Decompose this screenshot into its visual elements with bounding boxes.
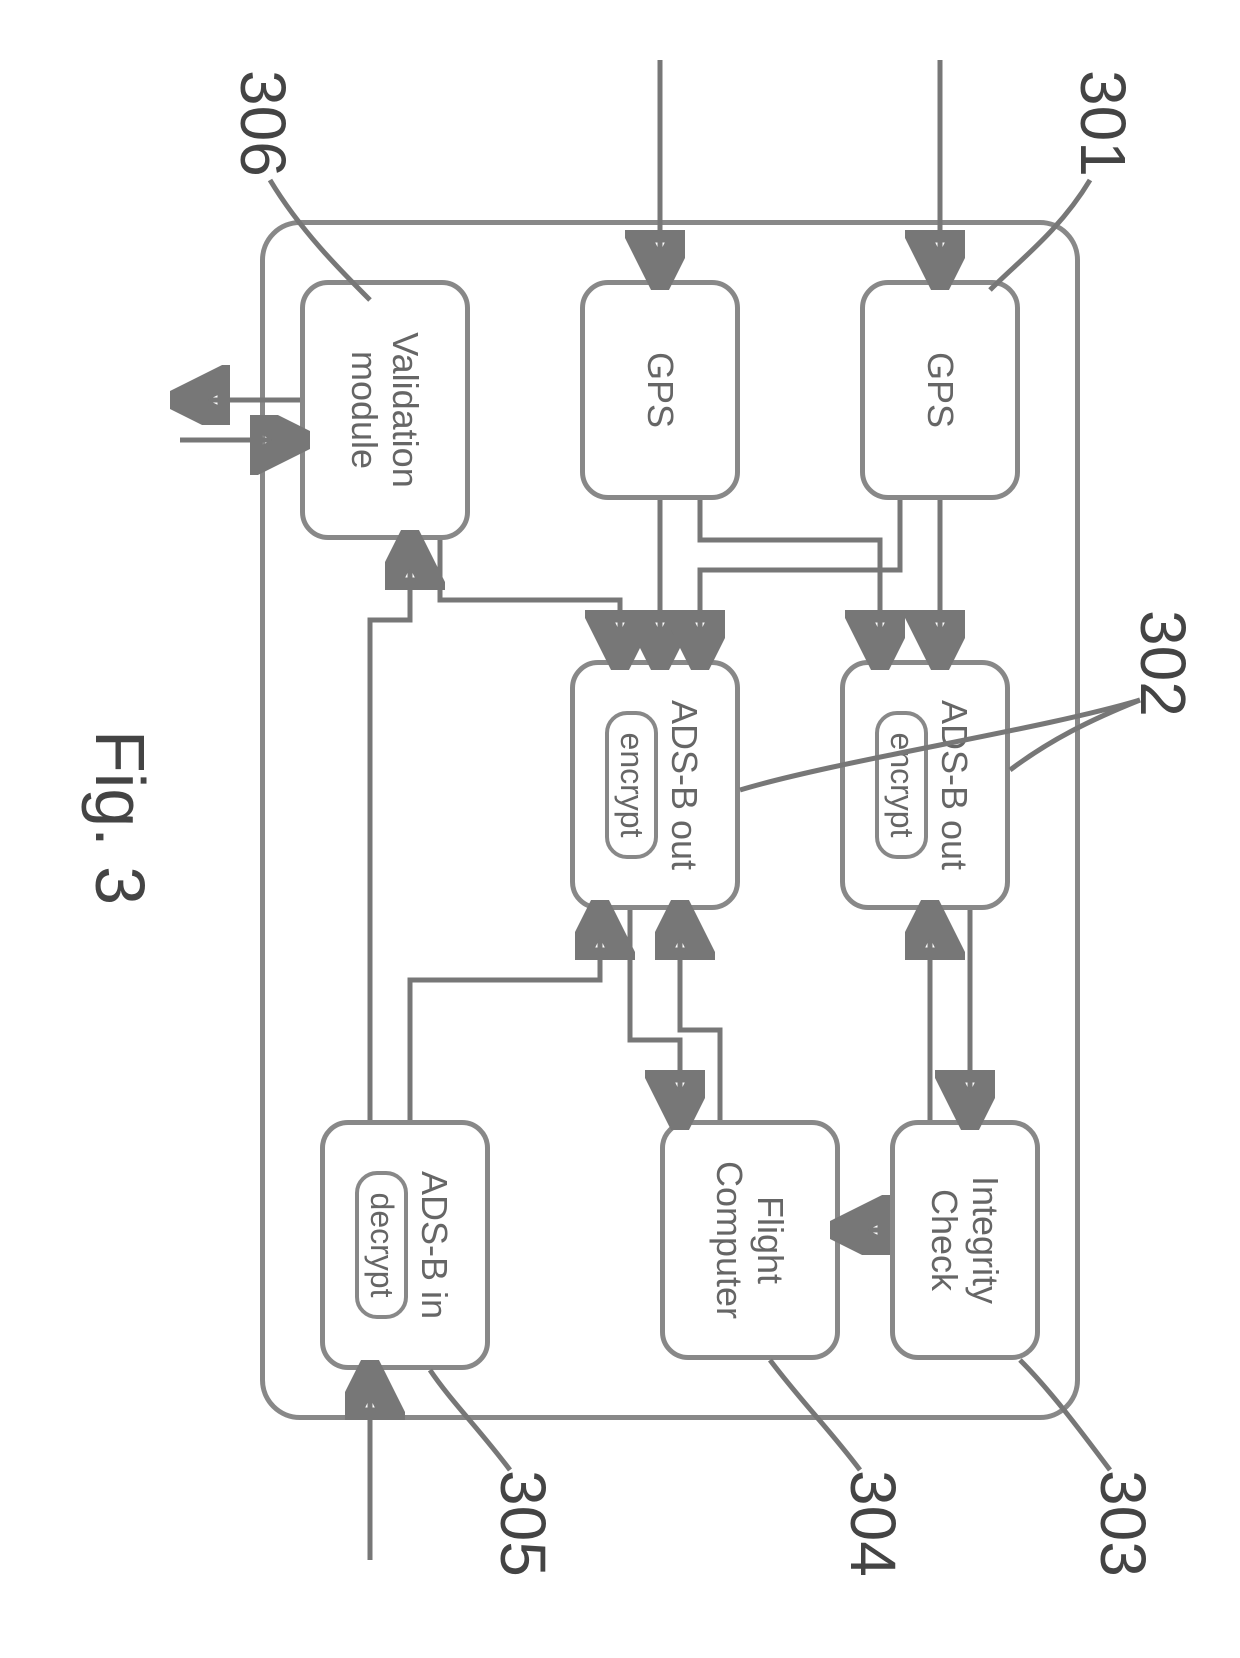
connections <box>0 0 1240 1658</box>
